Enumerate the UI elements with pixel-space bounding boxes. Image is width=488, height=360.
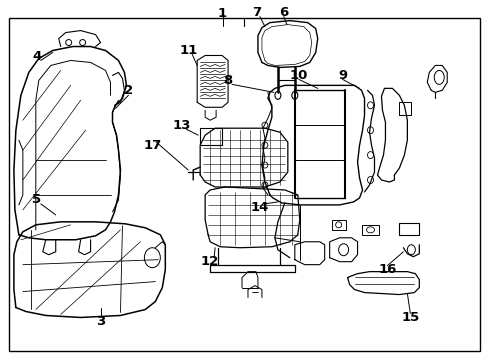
Bar: [200, 128, 222, 145]
Text: 11: 11: [179, 44, 197, 57]
Text: 16: 16: [378, 263, 396, 276]
Text: 13: 13: [173, 119, 191, 132]
Text: 2: 2: [123, 84, 133, 97]
Text: 8: 8: [223, 74, 232, 87]
Text: 4: 4: [32, 50, 41, 63]
Text: 7: 7: [252, 6, 261, 19]
Text: 6: 6: [279, 6, 288, 19]
Text: 5: 5: [32, 193, 41, 206]
Text: 15: 15: [401, 311, 419, 324]
Bar: [399, 223, 419, 235]
Text: 14: 14: [250, 201, 268, 215]
Bar: [361, 225, 379, 235]
Text: 1: 1: [218, 7, 227, 20]
Text: 9: 9: [337, 69, 346, 82]
Text: 17: 17: [143, 139, 161, 152]
Text: 12: 12: [201, 255, 219, 268]
Text: 10: 10: [289, 69, 307, 82]
Text: 3: 3: [96, 315, 105, 328]
Bar: [331, 220, 345, 230]
